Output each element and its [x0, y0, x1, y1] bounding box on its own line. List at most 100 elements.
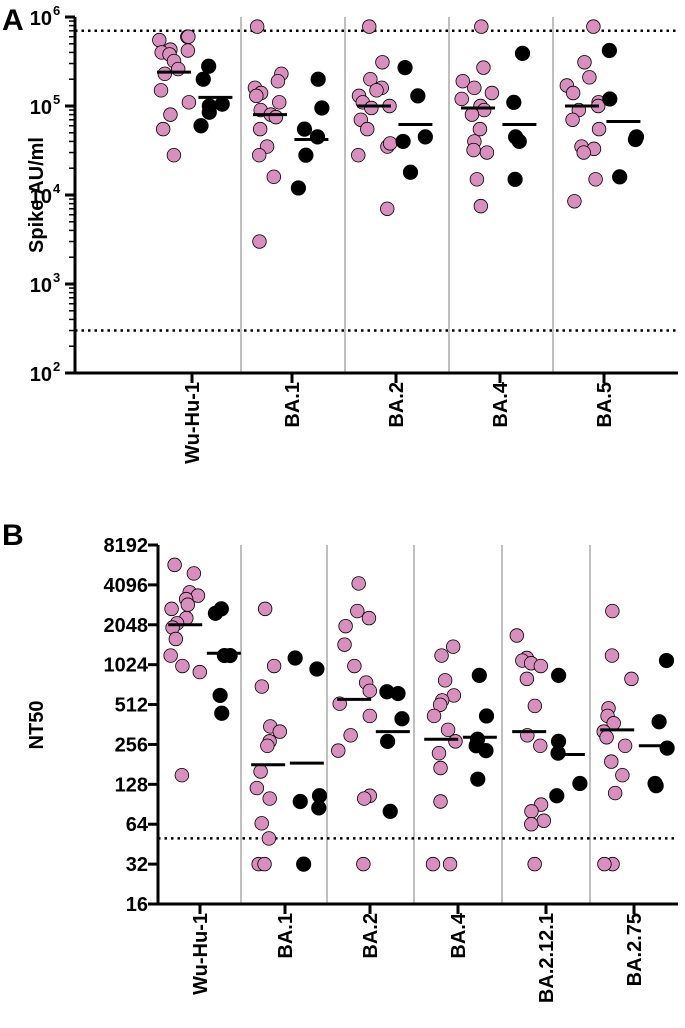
- data-point-pink: [467, 80, 482, 96]
- x-tick-label: BA.5: [594, 382, 616, 428]
- x-tick-label: BA.4: [448, 912, 470, 958]
- y-tick-label: 10: [30, 364, 52, 386]
- data-point-pink: [382, 136, 398, 151]
- data-point-pink: [624, 671, 639, 687]
- data-point-pink: [434, 648, 449, 663]
- data-point-pink: [586, 19, 601, 34]
- data-point-pink: [155, 121, 171, 137]
- data-point-pink: [524, 817, 539, 832]
- data-point-pink: [268, 109, 284, 125]
- data-point-black: [314, 100, 330, 116]
- y-tick-label: 512: [115, 695, 148, 717]
- data-point-pink: [163, 107, 178, 122]
- data-point-pink: [565, 112, 580, 127]
- data-point-pink: [180, 597, 196, 612]
- data-point-pink: [567, 194, 582, 209]
- data-point-pink: [464, 107, 480, 122]
- data-point-pink: [479, 145, 495, 160]
- data-point-pink: [527, 856, 542, 872]
- y-tick-label: 64: [126, 814, 149, 836]
- x-tick-label: Wu-Hu-1: [190, 913, 212, 995]
- data-point-pink: [576, 145, 591, 160]
- data-point-pink: [270, 73, 286, 89]
- x-tick-label: BA.1: [275, 913, 297, 959]
- data-point-pink: [168, 631, 184, 647]
- y-tick-label: 1024: [104, 655, 149, 677]
- data-point-pink: [362, 19, 377, 34]
- data-point-pink: [254, 816, 269, 831]
- data-point-pink: [607, 785, 623, 801]
- data-point-black: [287, 650, 303, 666]
- data-point-pink: [362, 708, 378, 724]
- y-tick-label: 2048: [104, 615, 149, 637]
- data-point-black: [395, 133, 411, 150]
- y-axis-label: NT50: [26, 701, 48, 750]
- data-point-black: [601, 42, 617, 59]
- data-point-black: [471, 667, 487, 683]
- y-tick-label: 256: [115, 734, 148, 756]
- data-point-pink: [360, 121, 375, 137]
- data-point-black: [309, 129, 326, 145]
- data-point-pink: [474, 19, 489, 34]
- data-point-pink: [361, 610, 377, 626]
- data-point-black: [201, 58, 217, 74]
- data-point-pink: [448, 734, 463, 749]
- x-tick-label: BA.1: [282, 382, 304, 428]
- data-point-black: [296, 121, 313, 137]
- data-point-black: [311, 800, 327, 816]
- data-point-pink: [363, 72, 378, 87]
- data-point-pink: [249, 19, 265, 34]
- data-point-pink: [617, 738, 633, 754]
- x-tick-label: BA.2: [386, 382, 408, 428]
- data-point-pink: [252, 234, 267, 249]
- y-tick-label: 8192: [104, 535, 149, 557]
- panel-b-letter: B: [2, 519, 24, 552]
- data-point-pink: [157, 66, 172, 82]
- x-tick-label: Wu-Hu-1: [182, 382, 204, 464]
- data-point-black: [201, 104, 217, 120]
- data-point-pink: [469, 172, 485, 187]
- data-point-black: [612, 169, 628, 185]
- data-point-pink: [192, 664, 207, 680]
- data-point-pink: [519, 671, 535, 687]
- data-point-black: [390, 685, 406, 702]
- x-tick-label: BA.2: [360, 913, 382, 959]
- data-point-pink: [433, 794, 448, 809]
- x-tick-label: BA.2.12.1: [536, 913, 558, 1003]
- data-point-pink: [597, 856, 612, 872]
- y-axis-label: Spike AU/ml: [26, 137, 48, 253]
- data-point-black: [382, 803, 398, 819]
- data-point-pink: [347, 658, 362, 674]
- data-point-pink: [375, 55, 390, 70]
- data-point-black: [514, 45, 531, 61]
- data-point-pink: [356, 856, 371, 872]
- data-point-black: [402, 164, 419, 180]
- data-point-black: [212, 687, 228, 704]
- y-tick-label: 16: [126, 894, 148, 916]
- data-point-black: [309, 661, 325, 677]
- data-point-pink: [331, 743, 346, 758]
- data-point-pink: [180, 43, 196, 58]
- data-point-pink: [476, 102, 492, 118]
- data-point-black: [298, 147, 314, 163]
- data-point-black: [478, 708, 495, 724]
- data-point-pink: [257, 601, 273, 617]
- data-point-pink: [272, 95, 287, 110]
- data-point-pink: [473, 198, 489, 214]
- data-point-pink: [605, 603, 620, 619]
- data-point-black: [195, 71, 211, 87]
- data-point-pink: [431, 745, 447, 761]
- data-point-pink: [536, 813, 552, 828]
- data-point-pink: [454, 91, 469, 107]
- data-point-pink: [351, 148, 366, 163]
- data-point-black: [207, 605, 224, 621]
- data-point-pink: [527, 698, 543, 714]
- data-point-pink: [582, 70, 597, 85]
- data-point-black: [410, 88, 426, 104]
- data-point-pink: [166, 148, 182, 163]
- data-point-pink: [432, 697, 448, 712]
- data-point-black: [478, 743, 494, 759]
- x-tick-label: BA.4: [490, 381, 512, 427]
